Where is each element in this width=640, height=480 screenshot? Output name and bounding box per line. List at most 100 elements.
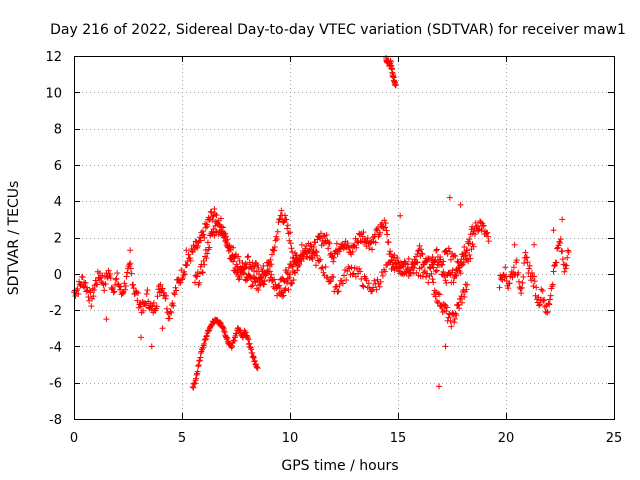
- data-point: [74, 285, 81, 292]
- data-point: [122, 283, 129, 290]
- data-point: [179, 275, 186, 282]
- data-point: [464, 247, 471, 254]
- data-point: [391, 267, 398, 274]
- data-point: [89, 285, 96, 292]
- data-point: [513, 257, 520, 264]
- data-point: [373, 286, 380, 293]
- data-point: [316, 234, 323, 241]
- data-point: [117, 286, 124, 293]
- data-point: [284, 270, 291, 277]
- data-point: [190, 381, 197, 388]
- data-point: [197, 237, 204, 244]
- data-point: [345, 243, 352, 250]
- data-point: [318, 265, 325, 272]
- data-point: [240, 334, 247, 341]
- data-point: [280, 292, 287, 299]
- data-point: [197, 354, 204, 361]
- data-point: [284, 222, 291, 229]
- data-point: [245, 253, 252, 260]
- data-point: [480, 222, 487, 229]
- axis-ticks: [74, 56, 615, 420]
- y-tick-label: 6: [54, 159, 62, 174]
- data-point: [387, 248, 394, 255]
- data-point: [135, 289, 142, 296]
- data-point: [562, 265, 569, 272]
- data-point: [390, 254, 397, 261]
- data-point: [150, 299, 157, 306]
- data-point: [546, 301, 553, 308]
- data-point: [201, 340, 208, 347]
- data-point: [496, 284, 503, 291]
- data-point: [195, 362, 202, 369]
- data-point: [414, 259, 421, 266]
- data-point: [194, 368, 201, 375]
- data-point: [501, 274, 508, 281]
- data-point: [213, 212, 220, 219]
- data-point: [470, 228, 477, 235]
- data-point: [317, 256, 324, 263]
- data-point: [191, 380, 198, 387]
- data-point: [336, 246, 343, 253]
- data-point: [439, 261, 446, 268]
- data-point: [440, 258, 447, 265]
- data-point: [172, 284, 179, 291]
- data-point: [244, 276, 251, 283]
- data-point: [423, 273, 430, 280]
- data-point: [528, 269, 535, 276]
- data-point: [272, 237, 279, 244]
- data-point: [314, 252, 320, 259]
- data-point: [453, 266, 460, 273]
- data-point: [392, 82, 399, 89]
- data-point: [443, 304, 450, 311]
- data-point: [163, 305, 170, 312]
- data-point: [433, 267, 440, 274]
- data-point: [466, 251, 473, 258]
- data-point: [230, 244, 237, 251]
- data-point: [183, 247, 190, 254]
- data-point: [248, 346, 255, 353]
- data-point: [80, 283, 87, 290]
- data-point: [256, 282, 263, 289]
- data-point: [204, 250, 211, 257]
- data-point: [117, 283, 124, 290]
- data-point: [137, 303, 144, 310]
- data-point: [229, 343, 236, 350]
- data-point: [377, 278, 384, 285]
- data-point: [255, 264, 262, 271]
- data-point: [416, 242, 423, 249]
- data-point: [189, 249, 196, 256]
- data-point: [309, 250, 316, 257]
- data-point: [326, 278, 333, 285]
- data-point: [286, 274, 293, 281]
- data-point: [101, 287, 108, 294]
- data-point: [157, 281, 164, 288]
- data-point: [506, 280, 513, 287]
- data-point: [128, 270, 135, 277]
- data-point: [557, 240, 563, 247]
- data-point: [436, 291, 443, 298]
- data-point: [119, 290, 126, 297]
- data-point: [325, 245, 332, 252]
- data-point: [317, 230, 324, 237]
- data-point: [161, 289, 167, 296]
- data-point: [366, 245, 373, 252]
- data-point: [274, 235, 281, 242]
- data-point: [450, 279, 457, 286]
- data-point: [297, 252, 304, 259]
- data-point: [130, 281, 137, 288]
- data-point: [202, 224, 209, 231]
- data-point: [419, 251, 426, 258]
- data-point: [451, 316, 458, 323]
- data-point: [440, 268, 447, 275]
- data-point: [203, 332, 210, 339]
- data-point: [478, 227, 485, 234]
- data-point: [428, 270, 435, 277]
- data-point: [389, 261, 396, 268]
- data-point: [210, 226, 217, 233]
- data-point: [271, 243, 278, 250]
- data-point: [308, 254, 315, 261]
- data-point: [159, 325, 166, 332]
- data-point: [458, 293, 465, 300]
- data-point: [531, 241, 538, 248]
- data-point: [257, 274, 264, 281]
